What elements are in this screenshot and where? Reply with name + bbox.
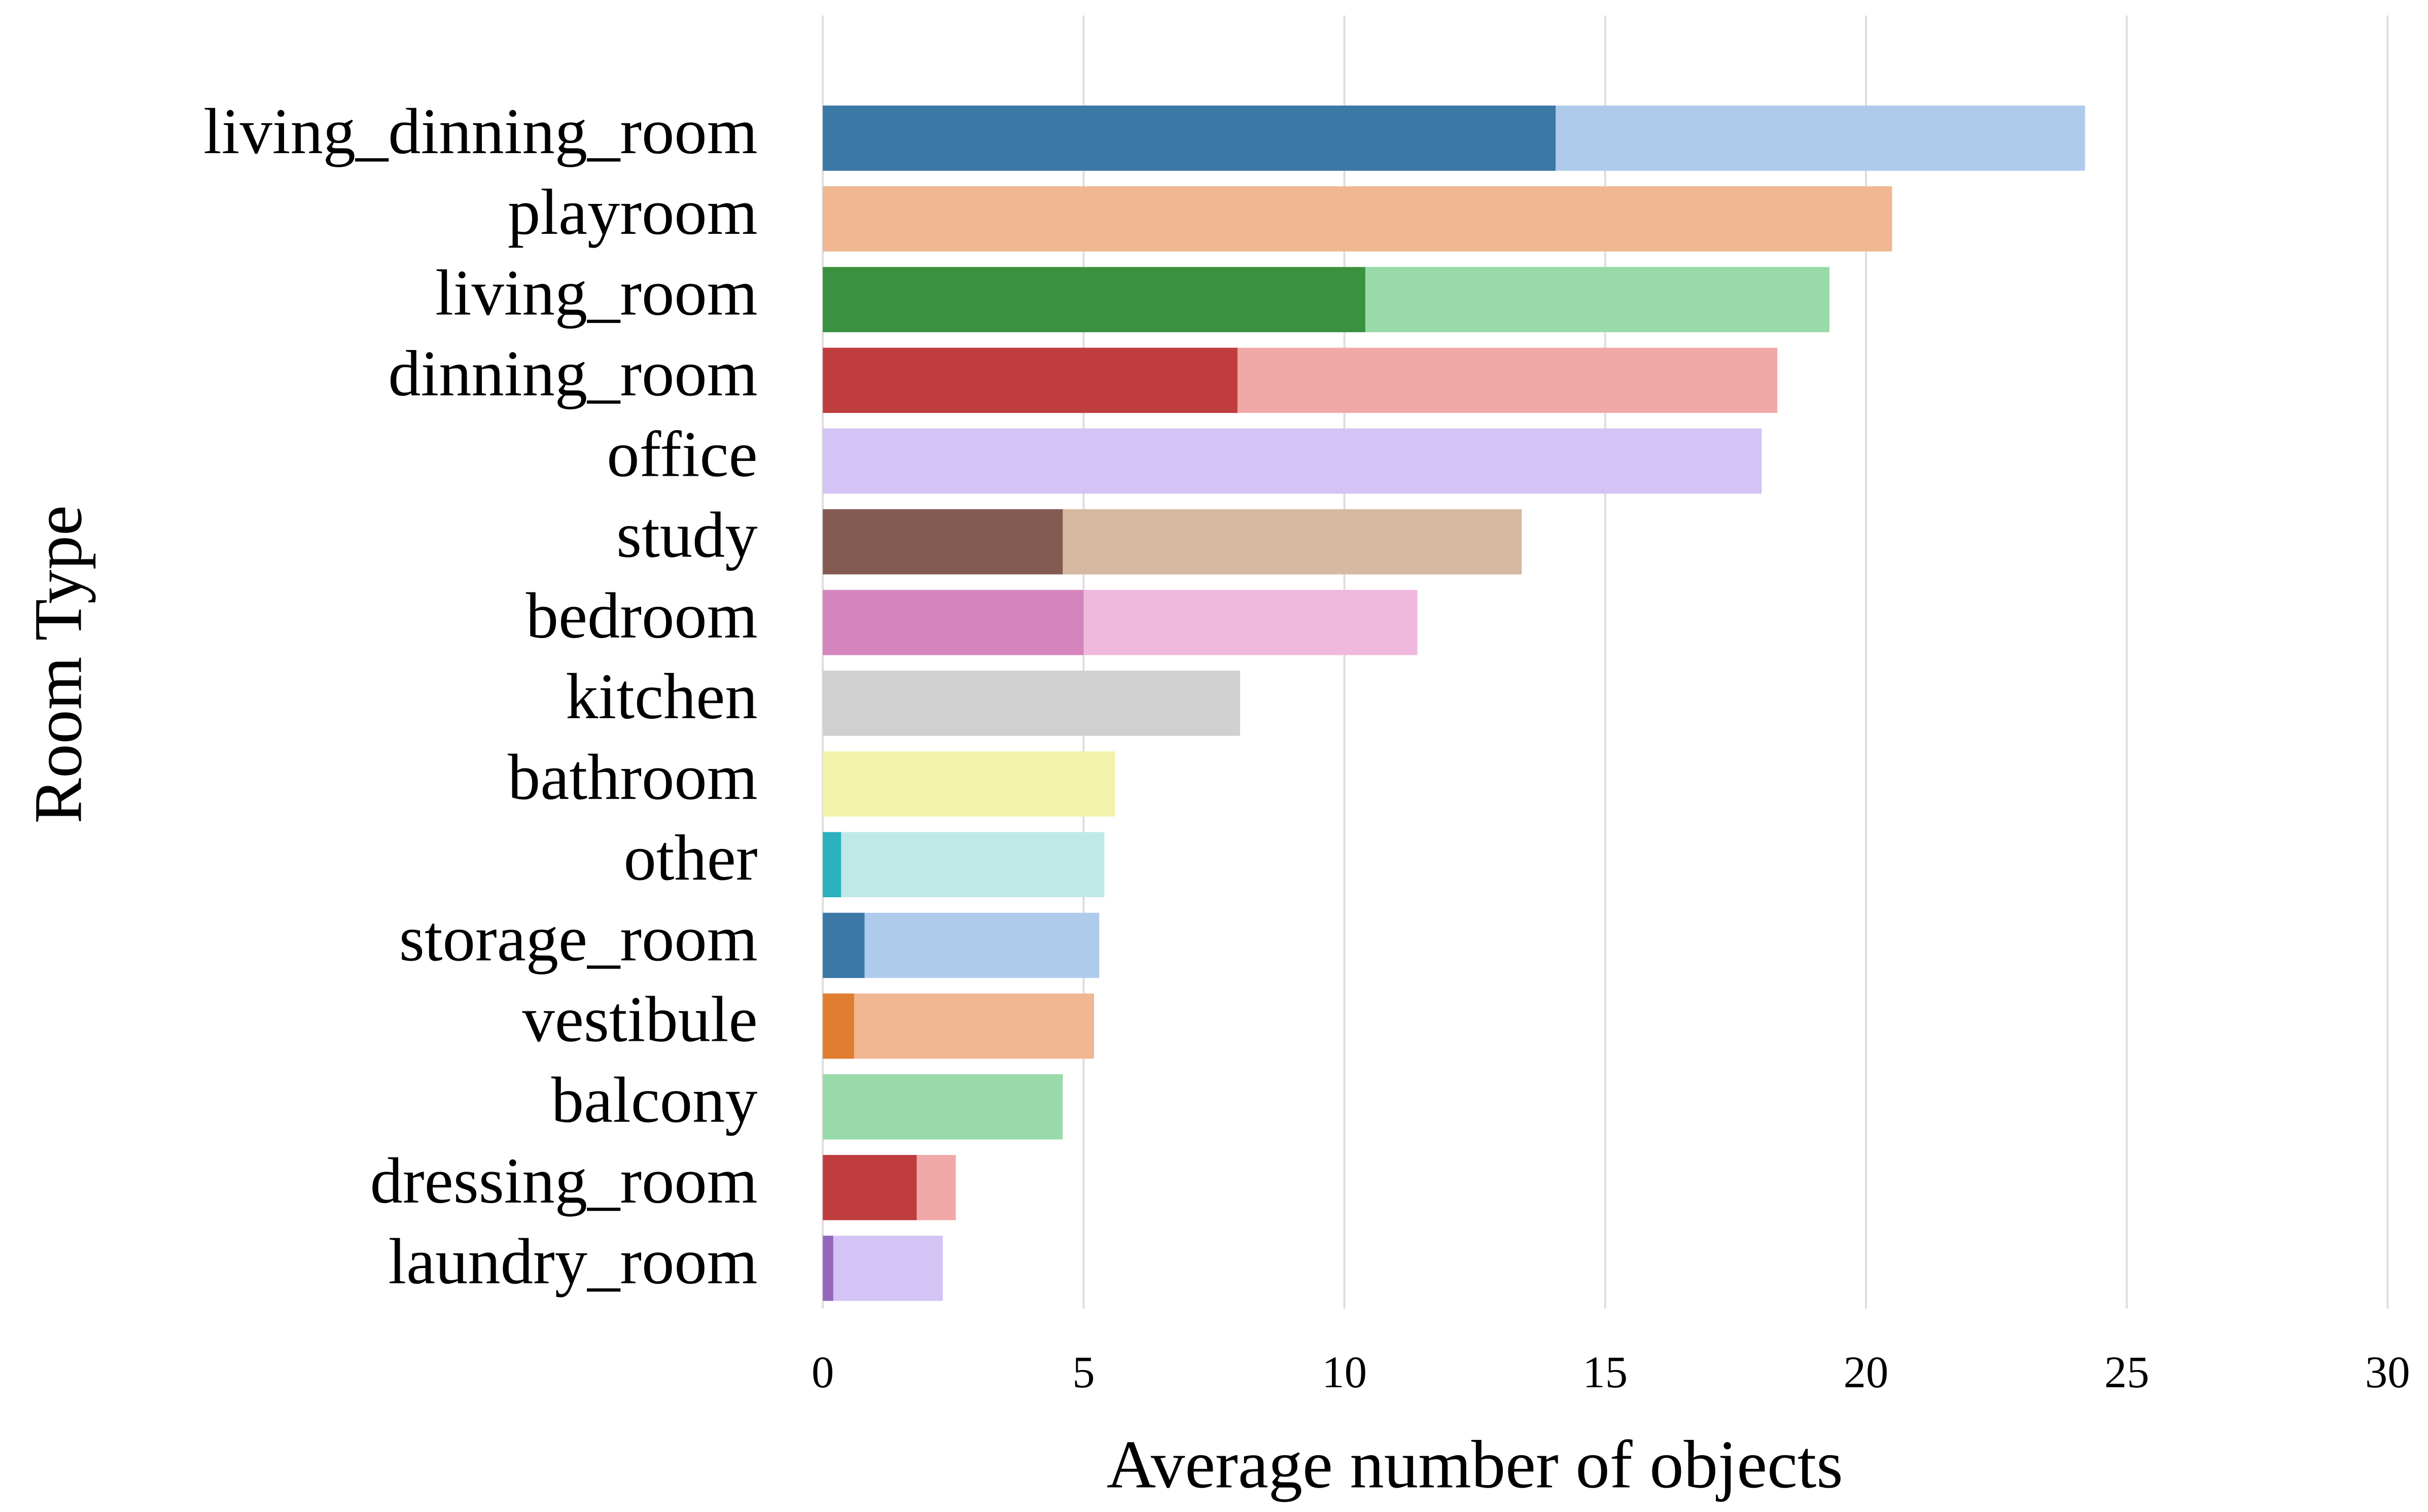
bar: [823, 186, 1892, 252]
y-tick-label: laundry_room: [388, 1225, 757, 1297]
y-tick-label: storage_room: [399, 902, 758, 974]
x-tick-label: 10: [1322, 1348, 1367, 1397]
x-axis-label: Average number of objects: [1107, 1427, 1843, 1502]
y-tick-label: living_dinning_room: [203, 95, 758, 167]
x-tick-label: 0: [812, 1348, 834, 1397]
y-tick-label: playroom: [508, 175, 758, 248]
y-tick-label: dressing_room: [370, 1144, 758, 1217]
bar: [823, 912, 1100, 978]
x-tick-label: 5: [1072, 1348, 1095, 1397]
bar: [823, 1155, 917, 1220]
bar: [823, 912, 865, 978]
bar: [823, 832, 1105, 898]
y-tick-label: office: [607, 417, 757, 490]
y-tick-label: kitchen: [566, 660, 757, 732]
bar: [823, 671, 1240, 736]
y-tick-label: bathroom: [508, 741, 758, 813]
bar: [823, 509, 1063, 575]
y-tick-label: living_room: [435, 256, 758, 329]
x-tick-label: 25: [2104, 1348, 2150, 1397]
bar: [823, 1236, 833, 1301]
bar: [823, 267, 1365, 332]
bar: [823, 590, 1084, 655]
x-tick-label: 30: [2365, 1348, 2410, 1397]
bar: [823, 347, 1238, 413]
y-tick-label: study: [616, 499, 758, 571]
bar: [823, 751, 1115, 817]
y-tick-label: vestibule: [522, 983, 758, 1056]
x-tick-label: 20: [1844, 1348, 1889, 1397]
bar: [823, 106, 1556, 171]
bar: [823, 428, 1762, 494]
bar: [823, 993, 854, 1059]
y-tick-label: dinning_room: [388, 337, 757, 409]
x-tick-label: 15: [1582, 1348, 1628, 1397]
y-tick-label: balcony: [551, 1064, 758, 1136]
bar: [823, 1236, 943, 1301]
bar: [823, 1074, 1063, 1140]
y-axis-label: Room Type: [21, 505, 96, 824]
bar: [823, 832, 841, 898]
bar: [823, 993, 1094, 1059]
y-tick-label: other: [624, 821, 758, 894]
y-tick-label: bedroom: [526, 579, 758, 652]
